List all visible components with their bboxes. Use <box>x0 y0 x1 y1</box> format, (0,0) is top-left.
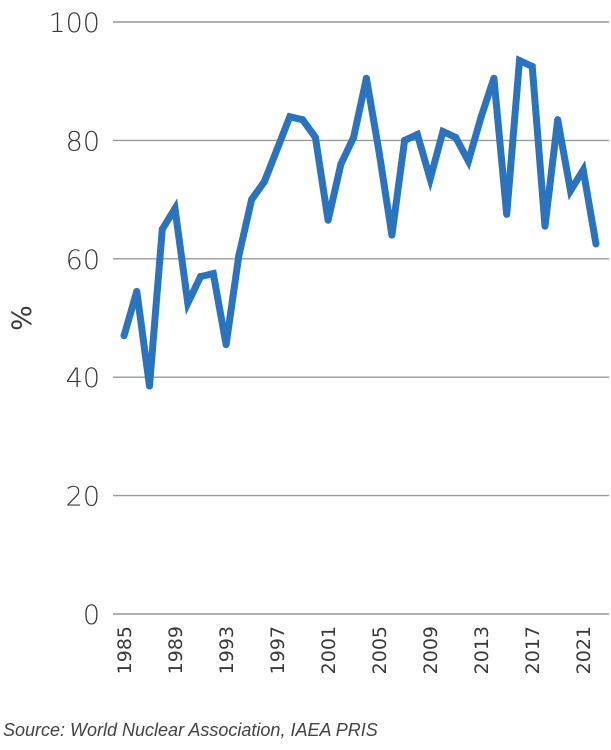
series-line <box>120 55 600 387</box>
data-point <box>120 332 128 340</box>
y-tick-label: 60 <box>66 245 100 276</box>
y-tick-label: 80 <box>66 126 100 157</box>
x-tick-label: 1989 <box>165 626 187 674</box>
x-axis-ticks: 1985 1989 1993 1997 2001 2005 2009 2013 2017 2021 <box>114 626 595 674</box>
data-point <box>222 341 230 349</box>
y-tick-label: 100 <box>48 8 100 39</box>
data-point <box>350 133 358 141</box>
x-tick-label: 2009 <box>420 626 442 674</box>
data-point <box>311 133 319 141</box>
data-point <box>260 178 268 186</box>
y-tick-label: 20 <box>66 482 100 513</box>
data-point <box>464 157 472 165</box>
data-point <box>375 148 383 156</box>
data-point <box>566 187 574 195</box>
gridlines <box>113 21 609 615</box>
data-point <box>337 160 345 168</box>
data-point <box>324 216 332 224</box>
data-point <box>541 222 549 230</box>
x-tick-label: 1997 <box>267 626 289 674</box>
x-tick-label: 1993 <box>216 626 238 674</box>
data-point <box>490 74 498 82</box>
data-point <box>171 204 179 212</box>
data-point <box>554 116 562 124</box>
x-tick-label: 2005 <box>369 626 391 674</box>
data-point <box>579 166 587 174</box>
data-point <box>439 128 447 136</box>
data-point <box>133 287 141 295</box>
data-point <box>477 113 485 121</box>
data-point <box>184 299 192 307</box>
x-tick-label: 2017 <box>522 626 544 674</box>
data-point <box>299 116 307 124</box>
source-note: Source: World Nuclear Association, IAEA … <box>3 720 378 740</box>
data-point <box>235 252 243 260</box>
x-tick-label: 2001 <box>318 626 340 674</box>
x-tick-label: 2013 <box>471 626 493 674</box>
data-point <box>592 240 600 248</box>
data-points <box>120 56 600 390</box>
y-axis-ticks: 0 20 40 60 80 100 <box>48 8 100 631</box>
data-point <box>515 56 523 64</box>
data-point <box>362 74 370 82</box>
data-point <box>158 225 166 233</box>
data-point <box>248 196 256 204</box>
data-point <box>273 145 281 153</box>
y-axis-label: % <box>7 305 38 331</box>
y-tick-label: 0 <box>83 600 100 631</box>
data-point <box>503 210 511 218</box>
data-point <box>209 270 217 278</box>
x-tick-label: 1985 <box>114 626 136 674</box>
data-point <box>197 273 205 281</box>
line-chart: 0 20 40 60 80 100 1985 1989 1993 1997 2001 2005 200… <box>7 8 609 674</box>
y-tick-label: 40 <box>66 363 100 394</box>
data-point <box>388 231 396 239</box>
data-point <box>452 133 460 141</box>
data-point <box>528 62 536 70</box>
x-tick-label: 2021 <box>573 626 595 674</box>
data-point <box>286 113 294 121</box>
data-point <box>146 382 154 390</box>
data-point <box>413 130 421 138</box>
data-point <box>401 136 409 144</box>
data-point <box>426 175 434 183</box>
